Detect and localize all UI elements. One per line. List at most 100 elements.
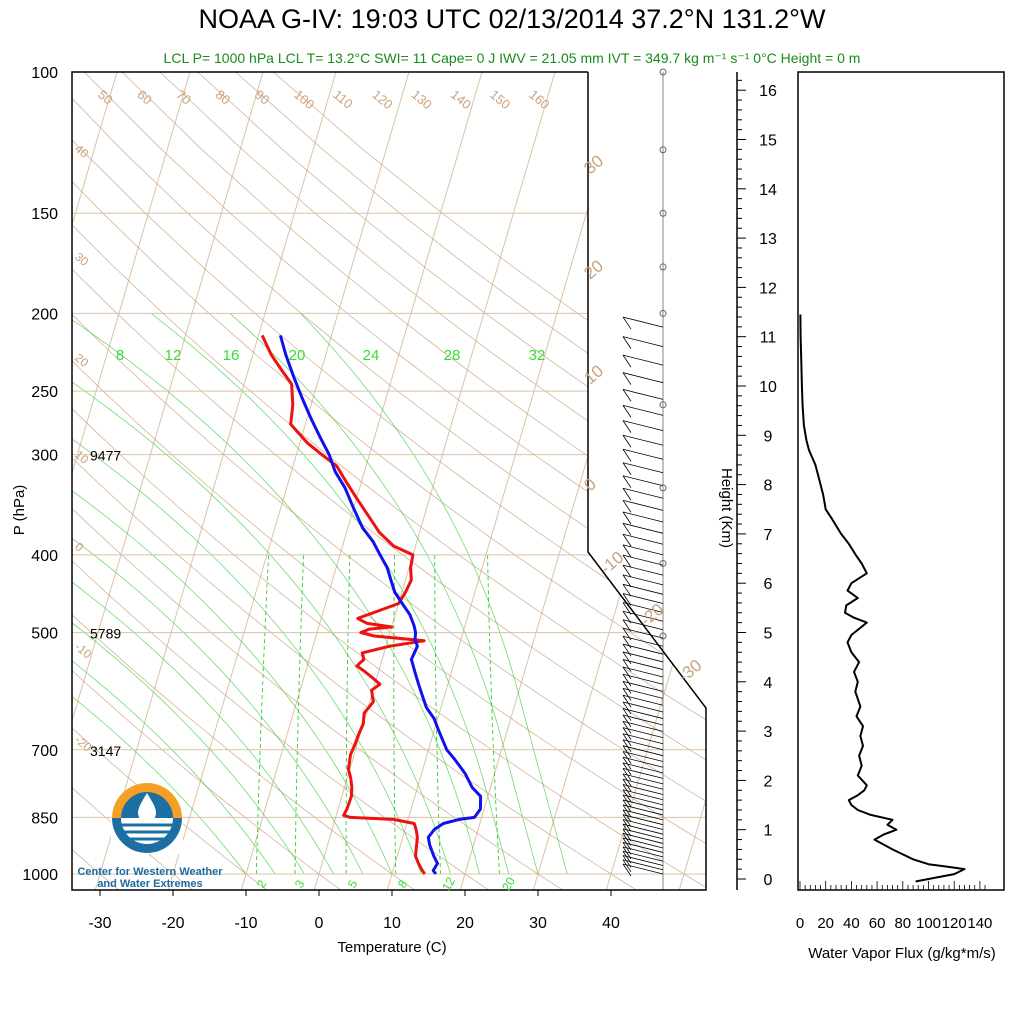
wind-barb-flag <box>622 611 632 624</box>
isotherm-top-label: 70 <box>173 87 194 108</box>
wind-barb-flag <box>622 681 632 694</box>
isotherm-top-label: 140 <box>448 87 474 112</box>
pressure-tick-label: 300 <box>31 448 58 465</box>
wind-barb <box>622 739 664 751</box>
wind-barb-flag <box>622 688 632 701</box>
wind-barb <box>622 404 664 416</box>
wind-barb-flag <box>622 354 632 368</box>
wind-barb <box>622 448 664 460</box>
wind-barb-flag <box>622 739 632 752</box>
wind-barb-flag <box>622 420 632 433</box>
wind-barb <box>622 799 664 811</box>
wind-barb-flag <box>622 837 632 851</box>
flux-axis-label: Water Vapor Flux (g/kg*m/s) <box>808 945 996 962</box>
dry-adiabat-line <box>72 72 639 890</box>
wind-barb <box>622 389 664 400</box>
wind-calm-marker <box>659 559 667 567</box>
wind-barb-flag <box>622 814 632 827</box>
wind-barb <box>622 751 664 762</box>
height-label: 5789 <box>90 626 121 642</box>
height-label: 9477 <box>90 448 121 464</box>
mixing-ratio-line <box>294 554 305 875</box>
wind-barb <box>622 434 664 446</box>
wind-barb-flag <box>622 768 632 781</box>
mixing-ratio-line <box>255 554 270 875</box>
pressure-tick-label: 500 <box>31 626 58 643</box>
wind-barb <box>622 554 664 566</box>
wind-barb <box>622 756 664 768</box>
temp-tick-label: -30 <box>88 915 111 932</box>
wind-barb-flag <box>622 564 632 578</box>
wind-barb <box>622 809 664 821</box>
isotherm-line <box>532 72 706 890</box>
wind-calm-marker <box>659 401 667 409</box>
flux-tick-label: 40 <box>843 915 860 932</box>
logo-caption-line1: Center for Western Weather <box>77 866 223 878</box>
dry-adiabat-line <box>84 72 706 890</box>
pressure-tick-label: 850 <box>31 810 58 827</box>
flux-tick-label: 0 <box>796 915 804 932</box>
wind-barb <box>622 522 664 534</box>
wind-barb-flag <box>622 511 632 525</box>
height-tick-label: 4 <box>764 675 773 692</box>
mixing-ratio-line <box>393 554 397 875</box>
wind-barb-flag <box>622 779 632 792</box>
moist-adiabat-label: 32 <box>529 347 546 364</box>
dry-adiabat-line <box>72 72 706 890</box>
height-tick-label: 5 <box>764 626 773 643</box>
wind-barb-flag <box>622 651 632 665</box>
wind-barb-flag <box>622 462 632 475</box>
isotherm-line <box>72 72 191 890</box>
pressure-axis-label: P (hPa) <box>11 485 28 536</box>
wind-barb-flag <box>622 659 632 672</box>
height-tick-label: 10 <box>759 379 777 396</box>
moist-adiabat-line <box>72 313 422 875</box>
dry-adiabat-line <box>121 72 706 890</box>
wind-barb-flag <box>622 636 632 649</box>
wind-barb <box>622 420 664 432</box>
dry-adiabat-line <box>197 72 706 890</box>
wind-barb-flag <box>622 721 632 734</box>
wind-barb <box>622 819 664 830</box>
wind-barb-flag <box>622 544 632 558</box>
logo-caption: Center for Western Weather and Water Ext… <box>70 866 230 890</box>
isotherm-side-label: 40 <box>72 142 91 162</box>
chart-subtitle: LCL P= 1000 hPa LCL T= 13.2°C SWI= 11 Ca… <box>163 50 861 66</box>
wind-barb-flag <box>622 523 632 536</box>
isotherm-top-label: 50 <box>95 87 116 108</box>
height-tick-label: 0 <box>764 872 773 889</box>
wind-barb-flag <box>622 863 632 877</box>
pressure-tick-label: 200 <box>31 306 58 323</box>
wind-calm-marker <box>659 263 667 271</box>
wind-barb-flag <box>622 336 632 349</box>
pressure-tick-label: 250 <box>31 384 58 401</box>
dry-adiabat-line <box>72 72 706 890</box>
dry-adiabat-line <box>72 72 121 890</box>
isotherm-top-label: 90 <box>252 87 273 108</box>
mixing-ratio-label: 5 <box>345 877 361 890</box>
wind-barb-flag <box>622 727 632 740</box>
dry-adiabat-line <box>72 72 417 890</box>
wind-barb-flag <box>622 666 632 680</box>
isotherm-right-label: -10 <box>596 548 627 578</box>
dry-adiabat-line <box>272 72 706 890</box>
wind-barb-flag <box>622 823 632 837</box>
wind-barb <box>622 745 664 757</box>
wind-barb <box>622 354 664 366</box>
wind-barb <box>622 714 664 726</box>
dry-adiabat-line <box>72 72 565 890</box>
wind-barb <box>622 673 664 685</box>
wind-barb <box>622 694 664 706</box>
isotherm-line <box>678 72 706 890</box>
mixing-ratio-label: 8 <box>395 877 411 890</box>
dry-adiabat-line <box>235 72 706 890</box>
isotherm-side-label: 30 <box>72 250 91 270</box>
moist-adiabat-line <box>229 313 539 875</box>
wind-barb <box>622 823 664 835</box>
wind-barb-flag <box>622 833 632 846</box>
wind-barb <box>622 574 664 586</box>
wind-barb-flag <box>622 372 632 385</box>
wind-barb-flag <box>622 762 632 776</box>
moist-adiabat-label: 8 <box>116 347 124 364</box>
